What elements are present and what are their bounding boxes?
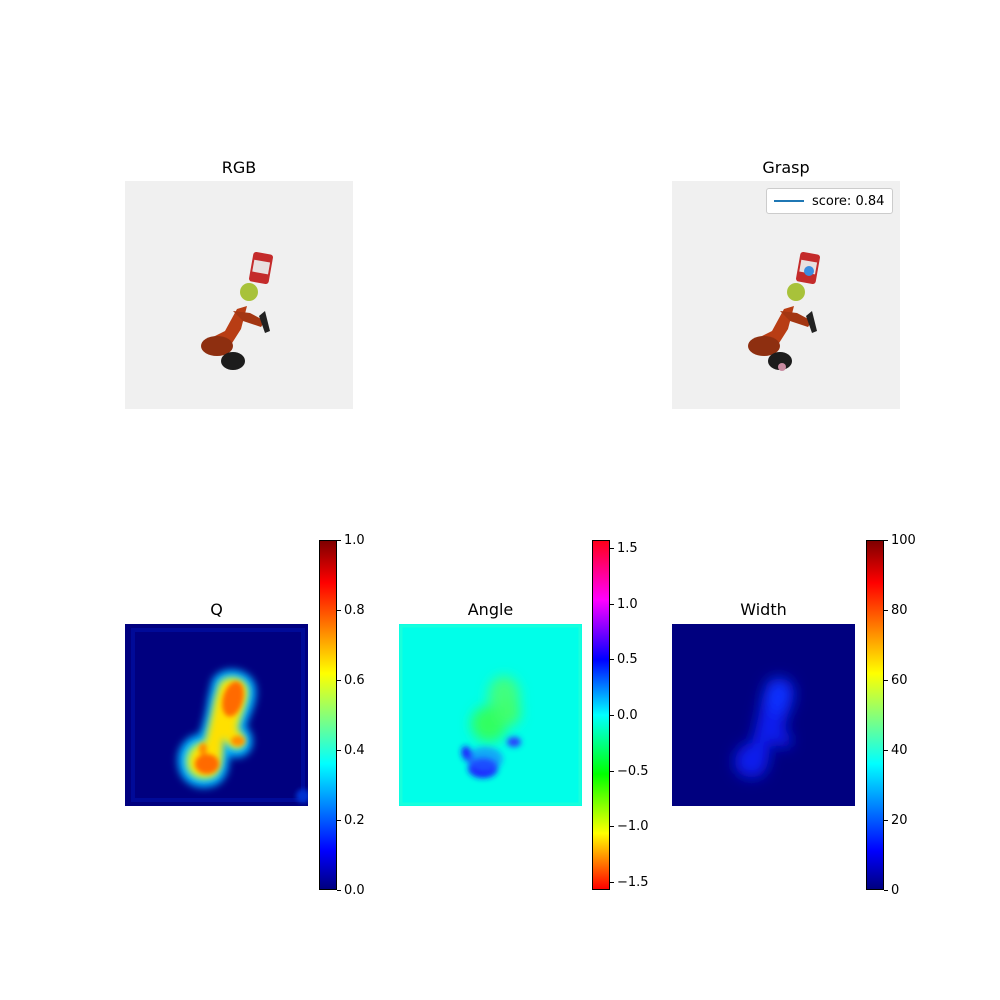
colorbar-tick-label: 20 (891, 813, 908, 828)
colorbar-tick-mark (610, 548, 614, 549)
colorbar-tick-label: 0.2 (344, 813, 365, 828)
colorbar-tick-mark (337, 610, 341, 611)
colorbar-tick-mark (610, 826, 614, 827)
colorbar-tick-label: 0.6 (344, 673, 365, 688)
angle-blob-green (471, 676, 521, 742)
colorbar-tick-mark (884, 540, 888, 541)
colorbar-tick-label: 100 (891, 533, 916, 548)
width-colorbar (866, 540, 884, 890)
angle-title: Angle (467, 600, 514, 619)
colorbar-tick-mark (610, 659, 614, 660)
colorbar-tick-mark (610, 882, 614, 883)
grasp-legend: score: 0.84 (766, 188, 893, 214)
ball-icon (240, 283, 258, 301)
colorbar-tick-mark (337, 820, 341, 821)
colorbar-tick-label: 0.0 (344, 883, 365, 898)
legend-line-swatch (774, 200, 804, 202)
colorbar-tick-label: 80 (891, 603, 908, 618)
ball-icon (787, 283, 805, 301)
colorbar-tick-label: 40 (891, 743, 908, 758)
width-blob (734, 678, 794, 778)
width-title: Width (740, 600, 787, 619)
angle-heatmap (399, 624, 582, 806)
q-blob-peak (195, 681, 245, 774)
q-heatmap (125, 624, 308, 806)
legend-label: score: 0.84 (812, 193, 885, 209)
rgb-image (125, 181, 353, 409)
rgb-title: RGB (221, 158, 257, 177)
robot-arm-icon (201, 306, 270, 370)
colorbar-tick-mark (884, 820, 888, 821)
colorbar-tick-label: 1.0 (617, 597, 638, 612)
colorbar-tick-label: 0.4 (344, 743, 365, 758)
colorbar-tick-mark (337, 890, 341, 891)
soup-can-icon (249, 251, 273, 285)
colorbar-tick-label: 0.0 (617, 708, 638, 723)
colorbar-tick-mark (337, 750, 341, 751)
colorbar-tick-label: −1.5 (617, 875, 649, 890)
colorbar-tick-mark (610, 771, 614, 772)
colorbar-tick-label: −0.5 (617, 764, 649, 779)
colorbar-tick-mark (337, 680, 341, 681)
colorbar-tick-mark (610, 715, 614, 716)
colorbar-tick-label: 1.0 (344, 533, 365, 548)
grasp-image: score: 0.84 (672, 181, 900, 409)
colorbar-tick-label: −1.0 (617, 819, 649, 834)
colorbar-tick-label: 0 (891, 883, 900, 898)
angle-colorbar (592, 540, 610, 890)
soup-can-icon (796, 251, 820, 285)
colorbar-tick-label: 1.5 (617, 541, 638, 556)
angle-blob-blue (461, 737, 521, 778)
colorbar-tick-mark (884, 890, 888, 891)
robot-arm-icon (748, 306, 817, 371)
colorbar-tick-label: 0.8 (344, 603, 365, 618)
colorbar-tick-mark (884, 680, 888, 681)
grasp-scene (748, 251, 820, 371)
grasp-title: Grasp (762, 158, 810, 177)
q-title: Q (210, 600, 223, 619)
colorbar-tick-mark (884, 750, 888, 751)
colorbar-tick-label: 60 (891, 673, 908, 688)
colorbar-tick-label: 0.5 (617, 652, 638, 667)
colorbar-tick-mark (884, 610, 888, 611)
rgb-scene (201, 251, 273, 370)
colorbar-tick-mark (610, 604, 614, 605)
colorbar-tick-mark (337, 540, 341, 541)
q-colorbar (319, 540, 337, 890)
width-heatmap (672, 624, 855, 806)
